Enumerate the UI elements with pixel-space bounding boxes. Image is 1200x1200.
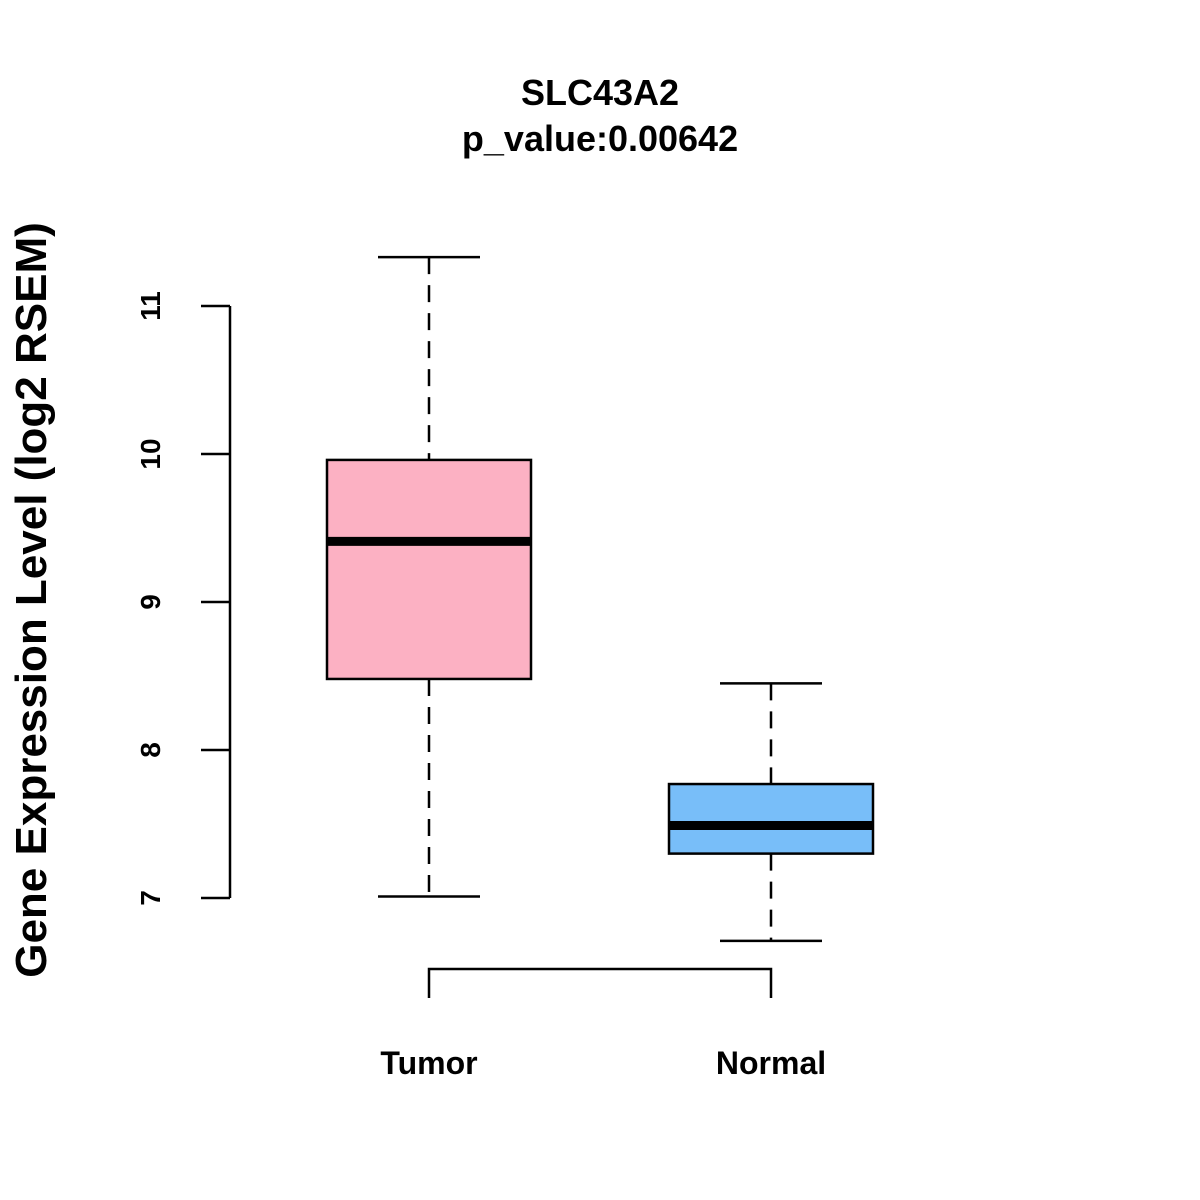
y-tick-label: 8 (135, 742, 166, 758)
x-tick-label-normal: Normal (716, 1045, 826, 1081)
y-tick-label: 9 (135, 594, 166, 610)
y-tick-label: 10 (135, 438, 166, 469)
x-tick-labels: Tumor Normal (380, 1045, 826, 1081)
box-series (325, 255, 875, 943)
y-tick-label: 7 (135, 890, 166, 906)
x-tick-label-tumor: Tumor (380, 1045, 477, 1081)
bracket-line (427, 967, 773, 998)
chart-title: SLC43A2 (521, 72, 679, 113)
box-tumor (325, 255, 533, 898)
y-axis-label: Gene Expression Level (log2 RSEM) (7, 222, 56, 978)
iqr-box (325, 458, 533, 681)
box-normal (667, 682, 875, 943)
comparison-bracket (427, 967, 773, 998)
chart-subtitle: p_value:0.00642 (462, 118, 738, 159)
y-tick-label: 11 (135, 291, 166, 321)
iqr-box (667, 782, 875, 855)
y-axis: 7 8 9 10 11 (135, 291, 232, 906)
